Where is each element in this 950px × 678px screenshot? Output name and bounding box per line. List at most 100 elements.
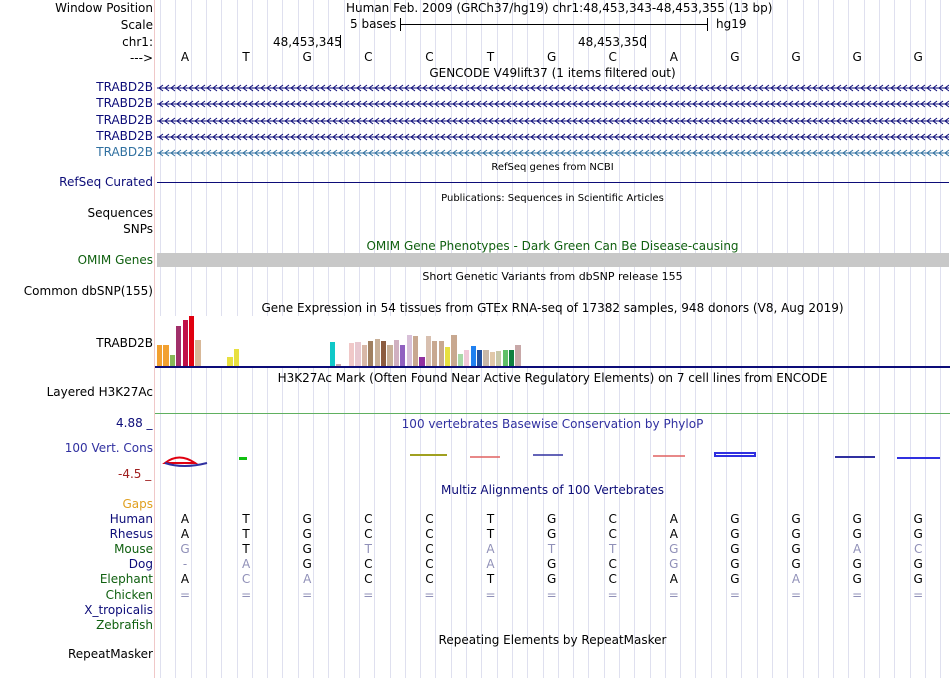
gtex-tissue-bar[interactable]	[451, 335, 457, 366]
gtex-tissue-bar[interactable]	[233, 349, 239, 366]
phylop-plot[interactable]	[155, 444, 950, 470]
gtex-tissue-bar[interactable]	[227, 357, 233, 366]
multiz-base: G	[791, 512, 801, 526]
multiz-species-label[interactable]: Mouse	[114, 542, 153, 557]
repeatmasker-label[interactable]: RepeatMasker	[67, 647, 153, 661]
gtex-tissue-bar[interactable]	[489, 352, 495, 366]
publications-title[interactable]: Publications: Sequences in Scientific Ar…	[441, 193, 664, 204]
gtex-tissue-bar[interactable]	[464, 350, 470, 366]
gtex-tissue-bar[interactable]	[477, 350, 483, 366]
gtex-tissue-bar[interactable]	[381, 341, 387, 366]
omim-bar[interactable]	[157, 253, 949, 267]
gencode-transcript-label[interactable]: TRABD2B	[96, 112, 153, 127]
gtex-tissue-bar[interactable]	[457, 353, 463, 366]
gtex-tissue-bar[interactable]	[483, 350, 489, 366]
h3k27ac-label[interactable]: Layered H3K27Ac	[46, 385, 153, 399]
gtex-tissue-bar[interactable]	[445, 347, 451, 366]
multiz-species-label[interactable]: Rhesus	[109, 527, 153, 542]
gtex-tissue-bar[interactable]	[509, 350, 515, 366]
gtex-tissue-bar[interactable]	[329, 342, 335, 366]
gtex-tissue-bar[interactable]	[349, 343, 355, 366]
gtex-tissue-bar[interactable]	[425, 336, 431, 366]
multiz-base: T	[486, 527, 495, 542]
gencode-transcript-label[interactable]: TRABD2B	[96, 145, 153, 160]
gtex-tissue-bar[interactable]	[374, 338, 380, 366]
multiz-species-label[interactable]: Zebrafish	[96, 617, 153, 632]
gencode-transcript-track[interactable]	[157, 83, 949, 93]
gencode-transcript-label[interactable]: TRABD2B	[96, 80, 153, 94]
position-tick-2: 48,453,350	[578, 35, 647, 49]
phylop-peak-1	[162, 456, 199, 464]
gencode-transcript-label[interactable]: TRABD2B	[96, 96, 153, 111]
gtex-tissue-bar[interactable]	[393, 340, 399, 366]
gencode-transcript-track[interactable]	[157, 116, 949, 126]
gtex-tissue-bar[interactable]	[496, 351, 502, 366]
gtex-tissue-bar[interactable]	[189, 316, 195, 366]
multiz-base: =	[485, 587, 496, 602]
gtex-tissue-bar[interactable]	[438, 341, 444, 366]
multiz-base: =	[363, 587, 374, 602]
gtex-tissue-bar[interactable]	[157, 345, 163, 366]
gtex-tissue-bar[interactable]	[176, 326, 182, 366]
multiz-base: G	[913, 527, 923, 542]
gtex-tissue-bar[interactable]	[400, 345, 406, 366]
publications-snps-label[interactable]: SNPs	[123, 222, 153, 236]
gtex-tissue-bar[interactable]	[432, 341, 438, 366]
gtex-tissue-bar[interactable]	[413, 336, 419, 366]
gencode-transcript-track[interactable]	[157, 132, 949, 142]
position-tick-1-mark	[340, 35, 341, 48]
strand-label: --->	[129, 51, 153, 65]
multiz-species-label[interactable]: X_tropicalis	[84, 602, 153, 617]
phylop-title[interactable]: 100 vertebrates Basewise Conservation by…	[401, 417, 704, 431]
dbsnp-title[interactable]: Short Genetic Variants from dbSNP releas…	[422, 270, 683, 283]
refseq-title[interactable]: RefSeq genes from NCBI	[491, 162, 614, 173]
gtex-tissue-bar[interactable]	[336, 364, 342, 366]
multiz-base: G	[546, 527, 557, 542]
gtex-tissue-bar[interactable]	[419, 357, 425, 366]
multiz-base: G	[852, 527, 862, 542]
scale-bar-right-tick	[707, 18, 708, 31]
base-letter: G	[852, 50, 862, 64]
gtex-tissue-bar[interactable]	[368, 341, 374, 366]
gtex-tissue-bar[interactable]	[406, 335, 412, 366]
multiz-species-label[interactable]: Human	[109, 512, 153, 526]
phylop-label[interactable]: 100 Vert. Cons	[64, 441, 153, 455]
publications-sequences-label[interactable]: Sequences	[87, 206, 153, 220]
gtex-tissue-bar[interactable]	[361, 345, 367, 366]
gencode-transcript-label[interactable]: TRABD2B	[96, 128, 153, 143]
gtex-tissue-bar[interactable]	[195, 340, 201, 366]
h3k27ac-title[interactable]: H3K27Ac Mark (Often Found Near Active Re…	[277, 371, 828, 385]
gencode-transcript-track[interactable]	[157, 99, 949, 109]
gtex-tissue-bar[interactable]	[515, 345, 521, 366]
refseq-line[interactable]	[157, 182, 949, 183]
multiz-title[interactable]: Multiz Alignments of 100 Vertebrates	[440, 483, 665, 497]
multiz-species-label[interactable]: Dog	[128, 557, 153, 572]
gtex-expression-chart[interactable]	[157, 316, 537, 366]
base-letter: C	[425, 50, 434, 64]
gtex-title[interactable]: Gene Expression in 54 tissues from GTEx …	[261, 301, 844, 315]
position-tick-2-mark	[645, 35, 646, 48]
gencode-title[interactable]: GENCODE V49lift37 (1 items filtered out)	[429, 66, 676, 80]
dbsnp-label[interactable]: Common dbSNP(155)	[23, 284, 153, 298]
refseq-label[interactable]: RefSeq Curated	[59, 175, 153, 189]
gtex-tissue-bar[interactable]	[182, 320, 188, 366]
gtex-tissue-bar[interactable]	[169, 355, 175, 366]
multiz-base: =	[913, 587, 924, 602]
grid-line	[726, 0, 727, 678]
gtex-tissue-bar[interactable]	[387, 345, 393, 366]
multiz-species-label[interactable]: Elephant	[99, 572, 153, 587]
grid-line	[818, 0, 819, 678]
multiz-base: G	[546, 512, 557, 526]
gencode-transcript-track[interactable]	[157, 148, 949, 158]
grid-line	[711, 0, 712, 678]
gtex-tissue-bar[interactable]	[355, 342, 361, 366]
gtex-tissue-bar[interactable]	[163, 345, 169, 366]
gtex-tissue-bar[interactable]	[502, 350, 508, 366]
gtex-label[interactable]: TRABD2B	[96, 336, 153, 350]
gtex-tissue-bar[interactable]	[470, 346, 476, 366]
omim-label[interactable]: OMIM Genes	[77, 253, 153, 267]
omim-title[interactable]: OMIM Gene Phenotypes - Dark Green Can Be…	[366, 239, 739, 253]
repeatmasker-title[interactable]: Repeating Elements by RepeatMasker	[438, 633, 667, 647]
gaps-label[interactable]: Gaps	[122, 497, 153, 511]
multiz-species-label[interactable]: Chicken	[105, 587, 153, 602]
